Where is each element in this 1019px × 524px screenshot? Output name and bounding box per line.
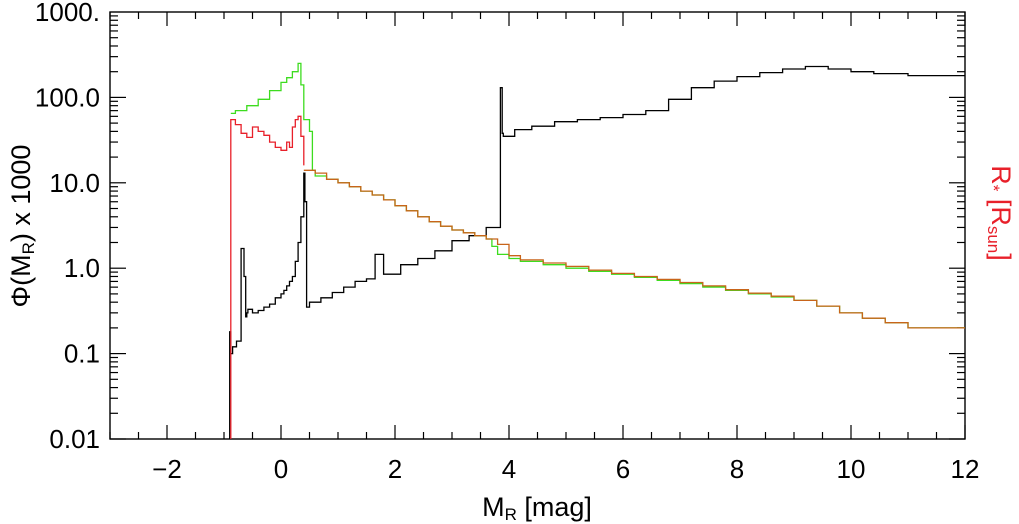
x-axis-title-sub: R [505, 505, 517, 524]
right-axis-title-end: ] [986, 253, 1016, 261]
x-tick-labels: −2 0 2 4 6 8 10 12 [152, 454, 979, 484]
y-tick-label: 0.01 [49, 424, 100, 454]
minor-ticks [109, 12, 965, 439]
x-axis-title-main: M [482, 492, 505, 522]
x-tick-label: 12 [951, 454, 980, 484]
y-tick-label: 10.0 [49, 168, 100, 198]
x-tick-label: 6 [616, 454, 630, 484]
right-axis-title: R* [Rsun] [984, 165, 1016, 261]
y-tick-label: 100.0 [35, 82, 100, 112]
y-tick-label: 1000. [35, 0, 100, 27]
y-axis-title-sub: R [19, 242, 38, 254]
y-tick-label: 1.0 [64, 253, 100, 283]
y-axis-title-prefix: Φ(M [6, 254, 36, 307]
series-radius_orange [303, 169, 965, 329]
series-radius_green [230, 62, 965, 329]
series-radius_red [230, 115, 305, 439]
major-ticks [110, 12, 966, 440]
right-axis-title-mid: [R [986, 191, 1016, 226]
x-tick-label: 4 [502, 454, 516, 484]
series-luminosity_function [229, 65, 965, 439]
series-layer [229, 62, 965, 439]
x-tick-label: 2 [388, 454, 402, 484]
x-tick-label: −2 [152, 454, 182, 484]
right-axis-title-main: R [986, 165, 1016, 185]
right-axis-title-sub2: sun [984, 226, 1003, 253]
x-tick-label: 0 [274, 454, 288, 484]
y-tick-labels: 0.01 0.1 1.0 10.0 100.0 1000. [35, 0, 100, 454]
right-axis-title-sub1: * [984, 185, 1003, 192]
x-axis-title: MR [mag] [482, 492, 592, 524]
x-axis-title-suffix: [mag] [517, 492, 592, 522]
x-tick-label: 8 [730, 454, 744, 484]
plot-frame [109, 11, 966, 440]
y-axis-title: Φ(MR) x 1000 [6, 145, 38, 308]
y-tick-label: 0.1 [64, 339, 100, 369]
x-tick-label: 10 [837, 454, 866, 484]
y-axis-title-suffix: ) x 1000 [6, 145, 36, 243]
